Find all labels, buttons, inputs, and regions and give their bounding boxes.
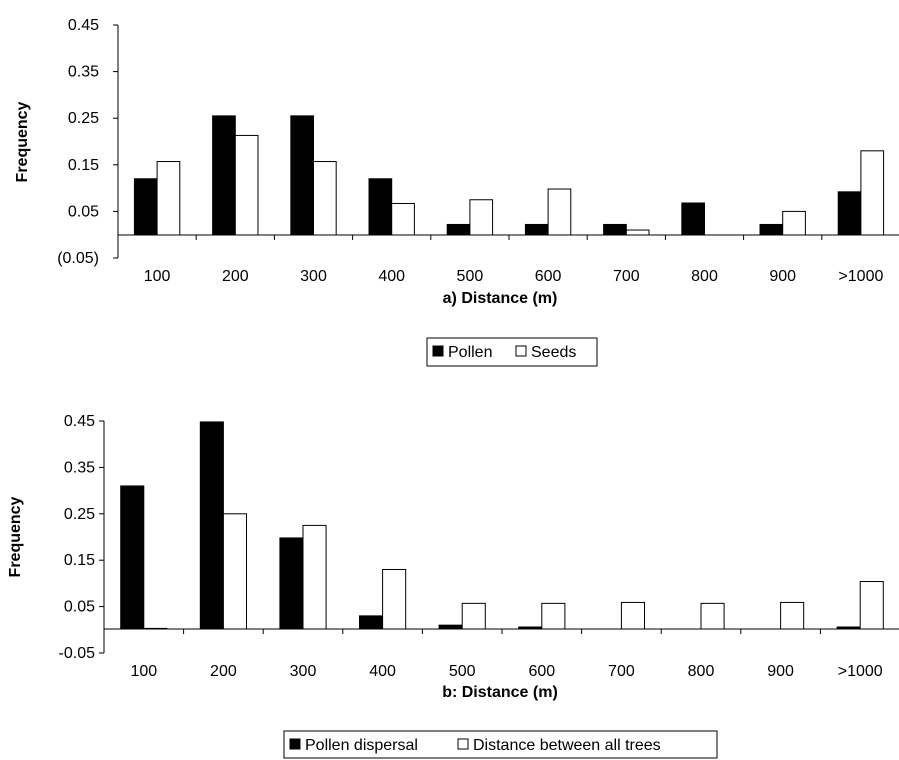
chart-a-bar-black xyxy=(133,178,158,236)
chart-b-bar-white xyxy=(700,602,725,630)
chart-b-bar-white xyxy=(780,601,805,630)
chart-a-ytick-label: 0.45 xyxy=(68,17,99,34)
chart-a-bar-black xyxy=(212,115,236,236)
chart-b-xtick-label: 400 xyxy=(369,663,396,680)
chart-b-xtick-label: >1000 xyxy=(838,663,883,680)
chart-a: Frequency a) Distance (m) Pollen Seeds (… xyxy=(14,17,899,367)
chart-a-ytick-label: (0.05) xyxy=(57,250,99,267)
chart-b-ytick-label: 0.35 xyxy=(64,459,95,476)
chart-a-xtick-label: 400 xyxy=(378,268,405,285)
chart-a-ylabel: Frequency xyxy=(14,101,31,182)
chart-a-legend-frame xyxy=(426,337,598,367)
chart-b-xtick-label: 800 xyxy=(688,663,715,680)
chart-a-bar-white xyxy=(547,188,572,236)
chart-a-xtick-label: 100 xyxy=(144,268,171,285)
chart-a-bar-white xyxy=(234,134,259,236)
chart-b-xtick-label: 700 xyxy=(608,663,635,680)
chart-a-bar-black xyxy=(524,223,549,236)
chart-a-bar-white xyxy=(782,210,806,236)
chart-b-xtick-label: 900 xyxy=(767,663,794,680)
chart-a-xtick-label: >1000 xyxy=(838,268,883,285)
chart-b-legend: Pollen dispersal Distance between all tr… xyxy=(283,730,718,759)
chart-b-legend-label-distance-between-all-trees: Distance between all trees xyxy=(473,737,661,754)
chart-b-legend-swatch-distance-between-all-trees xyxy=(457,738,469,750)
chart-a-bar-black xyxy=(837,191,862,236)
chart-b-ytick-label: 0.45 xyxy=(64,413,95,430)
chart-a-bar-white xyxy=(313,161,337,236)
chart-b-xtick-label: 500 xyxy=(449,663,476,680)
chart-b-bar-white xyxy=(859,581,884,630)
chart-a-bar-black xyxy=(759,223,784,236)
chart-a-xtick-label: 800 xyxy=(691,268,718,285)
chart-a-bar-white xyxy=(625,229,650,236)
chart-b-bar-white xyxy=(382,568,407,630)
chart-b-bar-white xyxy=(620,601,645,630)
chart-b-bar-white xyxy=(222,513,247,630)
chart-a-bar-white xyxy=(469,199,494,236)
chart-b: Frequency b: Distance (m) Pollen dispers… xyxy=(7,413,899,759)
chart-b-ytick-label: -0.05 xyxy=(59,645,96,662)
chart-a-xtick-label: 900 xyxy=(769,268,796,285)
chart-a-bar-white xyxy=(860,150,885,236)
chart-b-bar-white xyxy=(461,602,486,630)
chart-b-xtick-label: 100 xyxy=(130,663,157,680)
chart-b-bar-black xyxy=(518,626,543,630)
chart-a-bar-black xyxy=(446,223,471,236)
chart-b-bar-white xyxy=(541,602,566,630)
chart-a-xtick-label: 500 xyxy=(457,268,484,285)
chart-a-xtick-label: 700 xyxy=(613,268,640,285)
chart-a-xlabel: a) Distance (m) xyxy=(443,290,558,307)
chart-a-ytick-label: 0.05 xyxy=(68,203,99,220)
chart-a-bar-white xyxy=(391,202,415,236)
chart-a-legend-label-seeds: Seeds xyxy=(531,344,576,361)
chart-b-bar-black xyxy=(438,624,463,630)
chart-b-xtick-label: 600 xyxy=(528,663,555,680)
chart-b-ytick-label: 0.05 xyxy=(64,599,95,616)
chart-a-xtick-label: 200 xyxy=(222,268,249,285)
chart-b-xtick-label: 200 xyxy=(210,663,237,680)
chart-a-ytick-label: 0.35 xyxy=(68,64,99,81)
chart-a-xtick-label: 300 xyxy=(300,268,327,285)
chart-b-legend-label-pollen-dispersal: Pollen dispersal xyxy=(305,737,418,754)
chart-b-bar-black xyxy=(199,421,224,630)
chart-a-legend-swatch-pollen xyxy=(432,345,444,357)
chart-a-bar-black xyxy=(368,178,393,236)
chart-a-ytick-label: 0.15 xyxy=(68,157,99,174)
chart-b-ylabel: Frequency xyxy=(7,496,24,577)
chart-b-xtick-label: 300 xyxy=(290,663,317,680)
chart-b-bar-white xyxy=(302,524,327,630)
chart-a-bar-black xyxy=(603,223,627,236)
chart-b-legend-frame xyxy=(283,730,718,759)
chart-b-bar-black xyxy=(120,485,145,630)
chart-a-xtick-label: 600 xyxy=(535,268,562,285)
chart-a-legend-label-pollen: Pollen xyxy=(448,344,492,361)
chart-a-ytick-label: 0.25 xyxy=(68,110,99,127)
chart-b-bar-black xyxy=(279,537,304,630)
chart-a-bar-white xyxy=(156,161,181,236)
chart-b-bar-black xyxy=(836,626,861,630)
chart-b-legend-swatch-pollen-dispersal xyxy=(289,738,301,750)
chart-b-ytick-label: 0.15 xyxy=(64,552,95,569)
chart-a-bar-black xyxy=(681,202,706,236)
chart-a-legend-swatch-seeds xyxy=(515,345,527,357)
chart-b-bar-black xyxy=(359,615,384,630)
chart-b-bar-white xyxy=(143,627,168,630)
chart-a-bar-black xyxy=(290,115,314,236)
chart-a-legend: Pollen Seeds xyxy=(426,337,598,367)
chart-b-xlabel: b: Distance (m) xyxy=(442,684,558,701)
chart-b-ytick-label: 0.25 xyxy=(64,506,95,523)
